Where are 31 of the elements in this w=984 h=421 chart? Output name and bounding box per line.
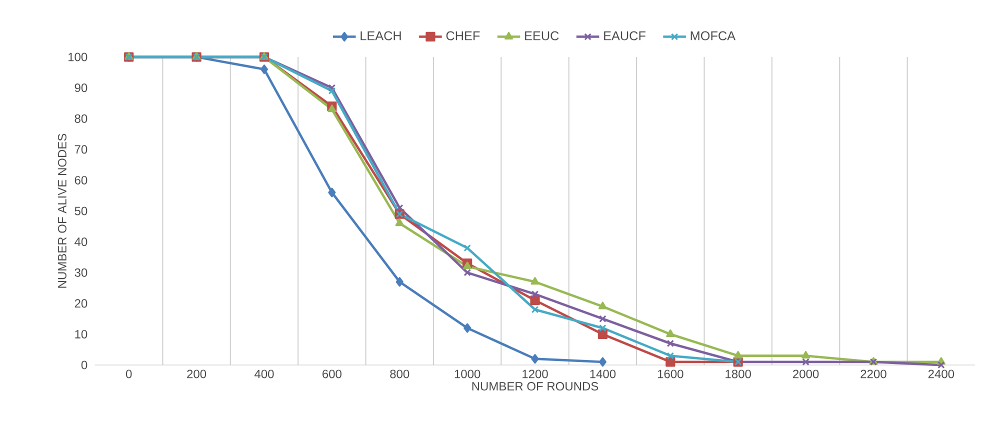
legend-label: CHEF [446, 31, 480, 40]
y-tick-label: 20 [74, 299, 88, 308]
y-tick-label: 10 [75, 330, 88, 338]
x-tick-label: 800 [390, 370, 410, 378]
y-tick-label: 50 [74, 206, 88, 216]
x-tick-label: 1400 [590, 370, 616, 378]
x-tick-label: 600 [322, 370, 342, 378]
x-tick-label: 2400 [928, 370, 954, 378]
y-tick-label: 30 [74, 268, 88, 277]
legend-label: MOFCA [690, 31, 736, 40]
x-axis-title: NUMBER OF ROUNDS [472, 382, 598, 391]
x-tick-label: 2200 [860, 370, 886, 378]
y-tick-label: 90 [74, 84, 88, 92]
y-axis-title: NUMBER OF ALIVE NODES [58, 134, 66, 288]
legend-label: EAUCF [604, 31, 646, 40]
x-tick-label: 1000 [454, 370, 480, 378]
x-tick-label: 1600 [658, 370, 684, 378]
x-tick-label: 1800 [726, 370, 751, 378]
x-tick-label: 0 [126, 370, 132, 378]
y-tick-label: 60 [74, 176, 88, 184]
x-tick-label: 1200 [522, 370, 548, 378]
y-tick-label: 100 [68, 52, 88, 62]
y-tick-label: 70 [74, 145, 88, 154]
legend-label: EEUC [525, 31, 559, 40]
y-tick-label: 40 [74, 238, 88, 246]
x-tick-label: 400 [254, 370, 274, 378]
x-tick-label: 200 [187, 370, 206, 378]
y-tick-label: 80 [74, 114, 88, 123]
x-tick-label: 2000 [793, 370, 819, 378]
y-tick-label: 0 [81, 360, 88, 370]
legend-label: LEACH [360, 31, 401, 40]
